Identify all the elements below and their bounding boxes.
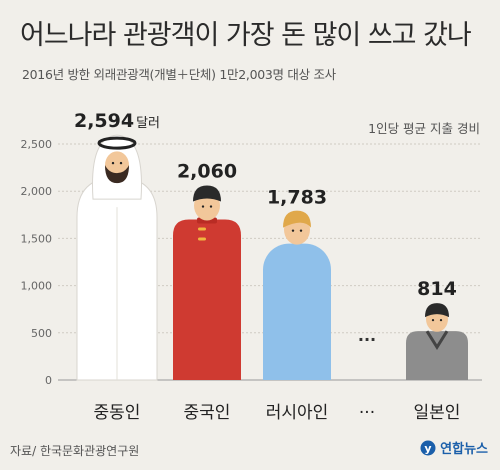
logo-text: 연합뉴스 [440,442,488,457]
category-label: 중동인 [94,403,141,423]
y-tick-label: 1,000 [21,280,53,293]
svg-text:y: y [425,442,432,455]
yonhap-logo: y 연합뉴스 [420,438,488,457]
chinese-man-icon [173,185,241,380]
y-tick-label: 2,500 [21,138,53,151]
y-tick-label: 2,000 [21,185,53,198]
data-label: 2,060 [177,161,237,183]
y-tick-label: 0 [45,374,52,387]
russian-man-icon [263,210,331,380]
value-unit-label: 달러 [136,116,160,131]
unit-note: 1인당 평균 지출 경비 [368,121,480,136]
y-tick-label: 1,500 [21,232,53,245]
chart-title: 어느나라 관광객이 가장 돈 많이 쓰고 갔나 [20,20,472,51]
source-note: 자료/ 한국문화관광연구원 [10,444,140,458]
category-label: ··· [359,403,375,423]
y-tick-label: 500 [31,327,52,340]
category-label: 일본인 [414,403,461,423]
saudi-man-icon [76,134,158,381]
data-label: 1,783 [267,187,327,209]
chart-subtitle: 2016년 방한 외래관광객(개별＋단체) 1만2,003명 대상 조사 [22,67,336,82]
yonhap-logo-icon: y [420,440,436,455]
category-label: 중국인 [184,403,231,423]
japanese-man-icon [406,303,468,380]
data-label: 814 [417,278,457,300]
gap-marker: ··· [358,330,376,349]
category-label: 러시아인 [266,403,329,423]
data-label: 2,594 달러 [74,110,160,132]
